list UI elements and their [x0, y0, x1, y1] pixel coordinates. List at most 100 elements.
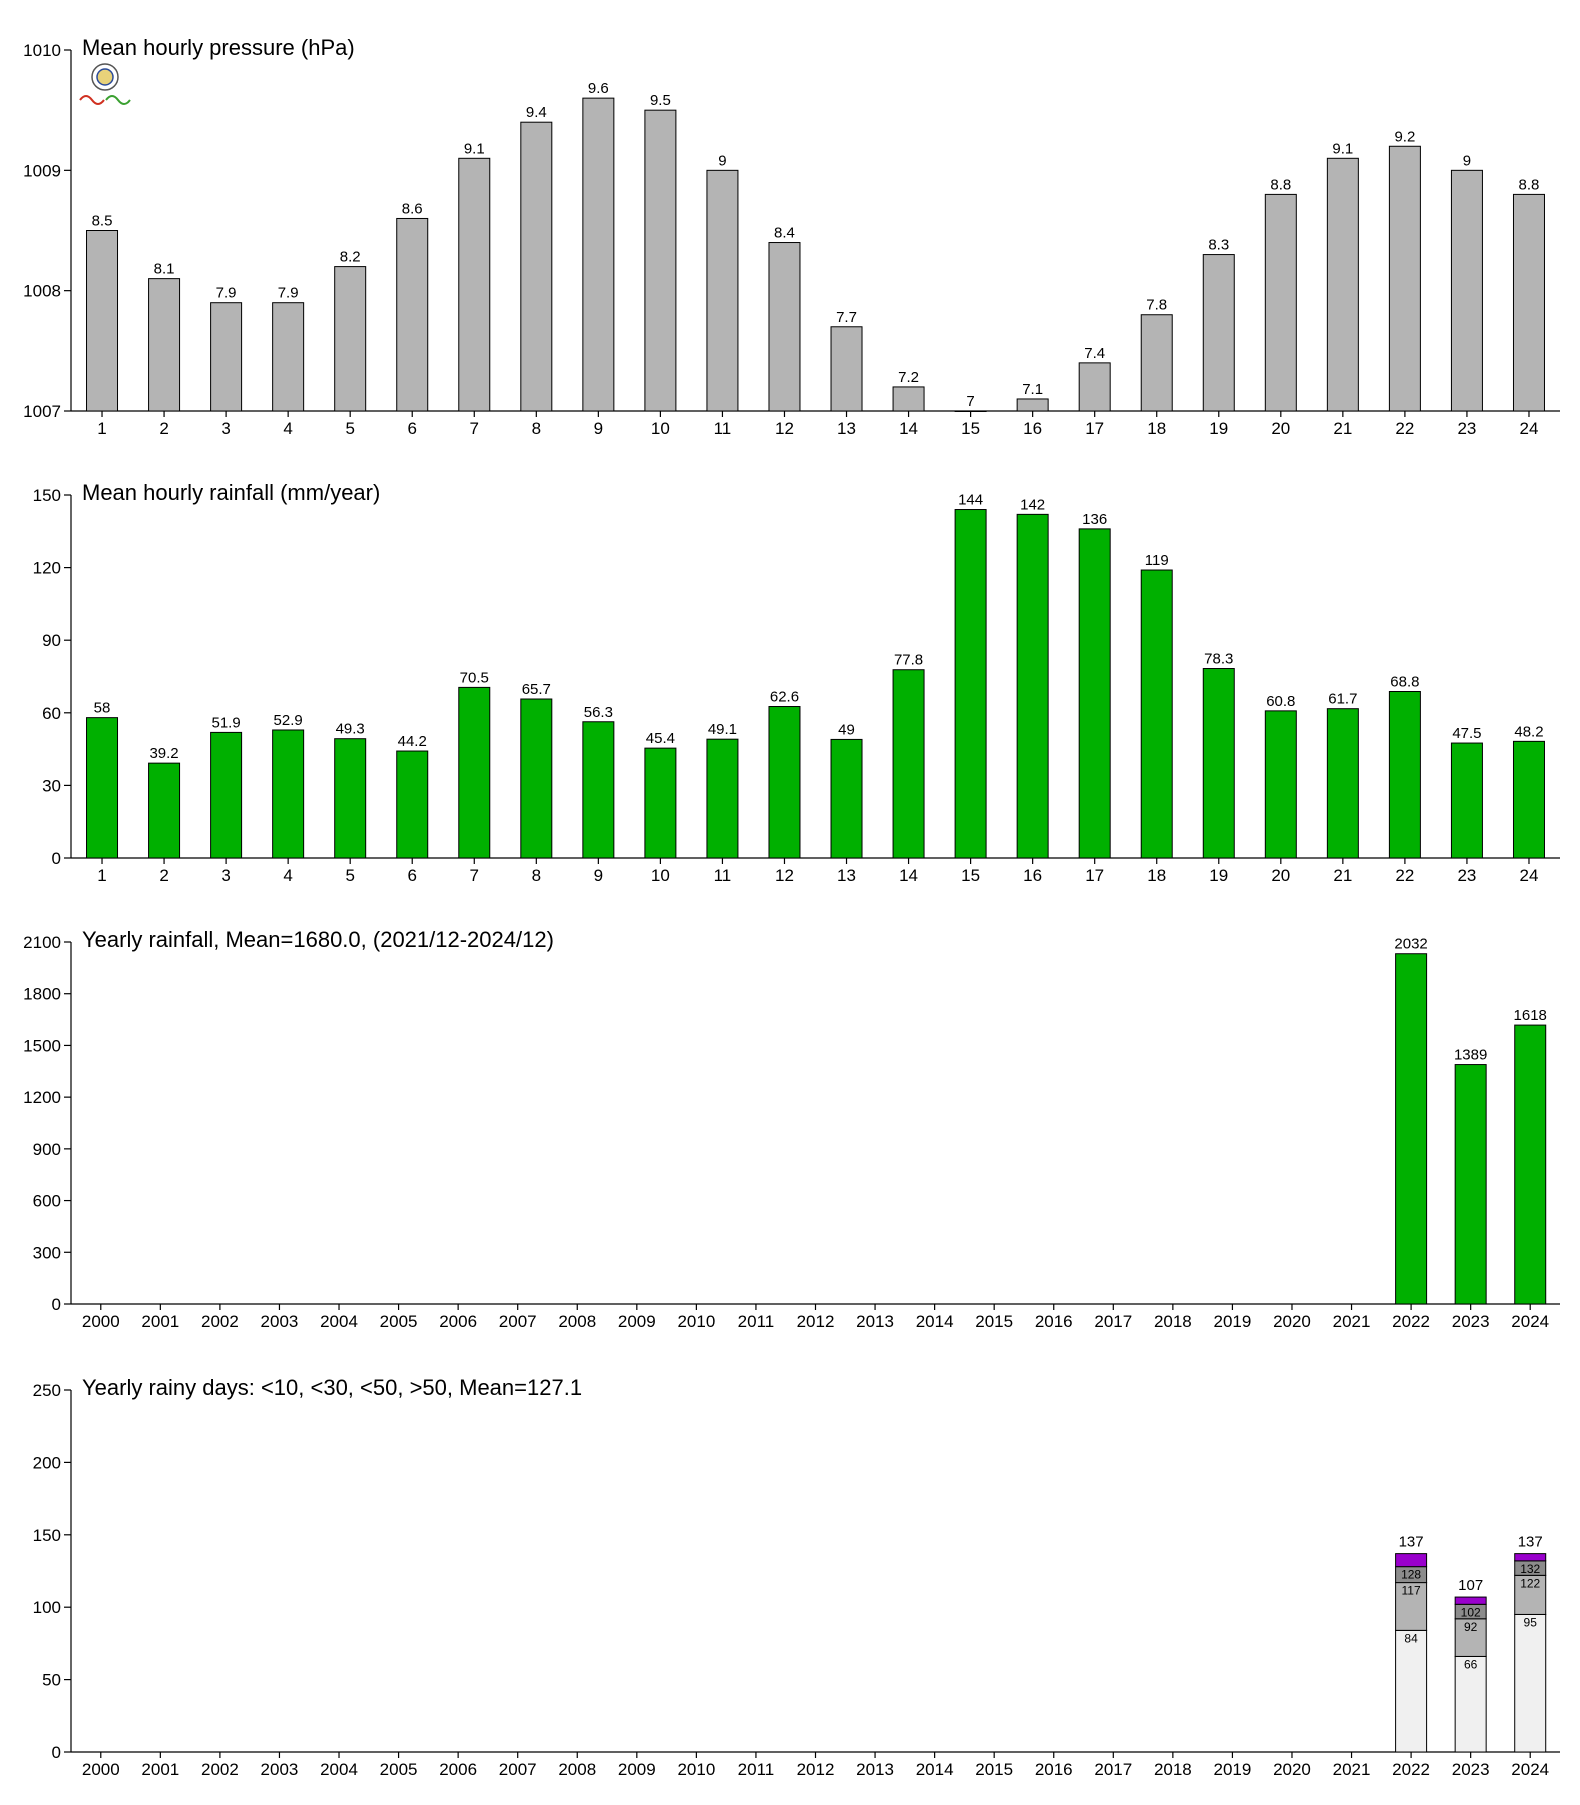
x-tick-label: 2010	[677, 1312, 715, 1331]
bar	[1450, 742, 1483, 859]
y-tick-label: 600	[33, 1192, 61, 1211]
x-tick-label: 9	[594, 419, 603, 438]
y-tick-label: 120	[33, 559, 61, 578]
bar	[706, 738, 739, 859]
bar	[1514, 1024, 1547, 1305]
x-tick-label: 2020	[1273, 1760, 1311, 1779]
data-label: 7.4	[1084, 345, 1105, 362]
stack-segment	[1514, 1553, 1547, 1562]
y-tick-label: 1007	[23, 402, 61, 421]
x-tick-label: 19	[1209, 419, 1228, 438]
bar	[396, 750, 429, 859]
x-tick-label: 2011	[738, 1760, 775, 1779]
data-label: 52.9	[274, 712, 303, 729]
x-tick-label: 7	[470, 866, 479, 885]
y-tick-label: 60	[42, 704, 61, 723]
y-tick-label: 900	[33, 1140, 61, 1159]
bar	[644, 747, 677, 859]
segment-label: 66	[1464, 1657, 1478, 1671]
x-tick-label: 24	[1520, 419, 1539, 438]
x-tick-label: 10	[651, 866, 670, 885]
data-label: 48.2	[1514, 723, 1543, 740]
x-tick-label: 2	[159, 419, 168, 438]
x-tick-label: 2001	[141, 1760, 179, 1779]
y-tick-label: 150	[33, 486, 61, 505]
x-tick-label: 2002	[201, 1312, 239, 1331]
y-tick-label: 1008	[23, 282, 61, 301]
bar	[1264, 710, 1297, 859]
data-label: 39.2	[149, 745, 178, 762]
x-tick-label: 8	[532, 866, 541, 885]
data-label: 49.1	[708, 721, 737, 738]
segment-label: 132	[1520, 1562, 1540, 1576]
x-tick-label: 14	[899, 866, 918, 885]
x-tick-label: 2003	[261, 1760, 299, 1779]
x-tick-label: 2010	[677, 1760, 715, 1779]
x-tick-label: 10	[651, 419, 670, 438]
data-label: 1389	[1454, 1047, 1487, 1064]
bar	[210, 731, 243, 859]
data-label: 9	[718, 152, 726, 169]
data-label: 51.9	[212, 714, 241, 731]
data-label: 136	[1082, 511, 1107, 528]
data-label: 8.5	[92, 213, 113, 230]
x-tick-label: 14	[899, 419, 918, 438]
chart-panel-4: 0 50 100 150 200 250 2000 2001 2002 2003 2004 2005 2…	[33, 1375, 1560, 1779]
bar	[1512, 193, 1545, 412]
y-tick-label: 1009	[23, 161, 61, 180]
x-tick-label: 2017	[1094, 1760, 1132, 1779]
total-label: 137	[1518, 1534, 1543, 1551]
data-label: 60.8	[1266, 693, 1295, 710]
x-tick-label: 21	[1333, 866, 1352, 885]
bar	[458, 157, 491, 412]
chart-title: Mean hourly rainfall (mm/year)	[82, 480, 380, 505]
bar	[1395, 953, 1428, 1305]
total-label: 107	[1458, 1577, 1483, 1594]
x-tick-label: 23	[1457, 866, 1476, 885]
stack-segment	[1514, 1613, 1547, 1753]
x-tick-label: 22	[1395, 419, 1414, 438]
x-tick-label: 3	[221, 866, 230, 885]
segment-label: 122	[1520, 1576, 1540, 1590]
x-tick-label: 2012	[797, 1760, 835, 1779]
x-tick-label: 11	[714, 419, 732, 438]
bar	[644, 109, 677, 412]
bar	[1202, 668, 1235, 859]
data-label: 7.8	[1146, 297, 1167, 314]
x-tick-label: 2003	[261, 1312, 299, 1331]
bar	[1450, 169, 1483, 412]
x-tick-label: 2009	[618, 1312, 656, 1331]
y-tick-label: 150	[33, 1526, 61, 1545]
data-label: 8.6	[402, 200, 423, 217]
x-tick-label: 2005	[380, 1312, 418, 1331]
segment-label: 84	[1404, 1631, 1418, 1645]
x-tick-label: 5	[345, 866, 354, 885]
stack-segment	[1514, 1574, 1547, 1615]
data-label: 65.7	[522, 681, 551, 698]
data-label: 7.2	[898, 369, 919, 386]
bar	[520, 698, 553, 859]
data-label: 56.3	[584, 704, 613, 721]
x-tick-label: 2016	[1035, 1760, 1073, 1779]
x-tick-label: 18	[1147, 419, 1166, 438]
x-tick-label: 17	[1085, 419, 1104, 438]
data-label: 119	[1145, 552, 1169, 569]
x-tick-label: 15	[961, 866, 980, 885]
bar	[1140, 569, 1173, 859]
data-label: 7.7	[836, 309, 857, 326]
data-label: 9	[1463, 152, 1471, 169]
x-tick-label: 2000	[82, 1312, 120, 1331]
x-tick-label: 13	[837, 866, 856, 885]
x-tick-label: 2024	[1511, 1760, 1549, 1779]
y-tick-label: 200	[33, 1453, 61, 1472]
bar	[210, 302, 243, 412]
bar	[706, 169, 739, 412]
x-tick-label: 2014	[916, 1312, 954, 1331]
bar	[1078, 362, 1111, 412]
y-tick-label: 1200	[23, 1088, 61, 1107]
y-tick-label: 0	[52, 1295, 61, 1314]
bar	[1202, 254, 1235, 412]
y-tick-label: 0	[52, 1743, 61, 1762]
bar	[334, 738, 367, 859]
x-tick-label: 2013	[856, 1760, 894, 1779]
